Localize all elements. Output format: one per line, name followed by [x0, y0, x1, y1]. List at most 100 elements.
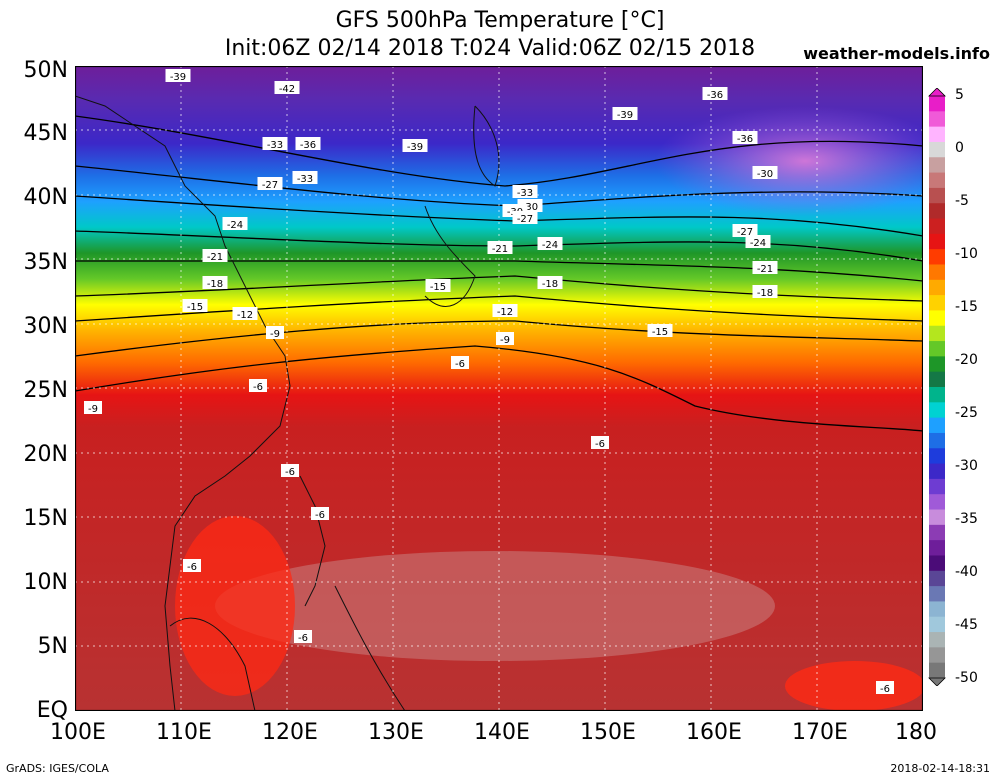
brand-label: weather-models.info	[803, 44, 990, 63]
contour-label: -21	[207, 252, 223, 263]
contour-label-bg	[647, 324, 673, 337]
map-frame	[75, 66, 923, 711]
contour-label: -6	[455, 359, 465, 370]
contour-label: -33	[297, 174, 313, 185]
colorbar-cell	[929, 325, 945, 342]
colorbar-cell	[929, 295, 945, 311]
colorbar-cell	[929, 279, 945, 296]
contour-label: -21	[492, 244, 508, 255]
contour-label-bg	[451, 356, 469, 369]
contour-label-bg	[752, 166, 778, 179]
colorbar-label: -10	[955, 246, 978, 262]
contour-label-bg	[281, 464, 299, 477]
lon-label-160e: 160E	[686, 720, 742, 745]
colorbar-cell	[929, 417, 945, 434]
colorbar-cell	[929, 632, 945, 648]
credit-label: GrADS: IGES/COLA	[6, 762, 109, 775]
colorbar-cell	[929, 264, 945, 281]
contour-label-bg	[182, 299, 208, 312]
colorbar-cell	[929, 233, 945, 250]
contour-label: -12	[237, 310, 253, 321]
colorbar-cell	[929, 570, 945, 587]
contour-label-bg	[311, 507, 329, 520]
colorbar-cell	[929, 187, 945, 204]
contour-label: -6	[315, 510, 325, 521]
lat-label-45n: 45N	[23, 121, 68, 146]
lat-label-10n: 10N	[23, 570, 68, 595]
lat-label-eq: EQ	[36, 698, 68, 723]
lon-label-150e: 150E	[580, 720, 636, 745]
lat-label-25n: 25N	[23, 378, 68, 403]
coastlines	[75, 95, 500, 711]
contour-label: -15	[187, 302, 203, 313]
contour-label: -15	[430, 282, 446, 293]
contour-label-bg	[402, 139, 428, 152]
colorbar-label: -25	[955, 405, 978, 421]
contour-label-bg	[876, 681, 894, 694]
contour-label: -27	[737, 227, 753, 238]
colorbar-cell	[929, 586, 945, 602]
contour-label-bg	[274, 81, 300, 94]
contour-label-bg	[257, 177, 283, 190]
contour-label-bg	[732, 224, 758, 237]
contour-label-bg	[183, 559, 201, 572]
colorbar-cell	[929, 463, 945, 480]
lon-label-140e: 140E	[474, 720, 530, 745]
contour-label: -30	[522, 202, 538, 213]
contour-label-bg	[702, 87, 728, 100]
contour-label: -36	[300, 140, 316, 151]
contour-label: -6	[253, 382, 263, 393]
contour-label-bg	[266, 326, 284, 339]
colorbar-cell	[929, 111, 945, 128]
contour-label: -36	[737, 134, 753, 145]
contour-label: -15	[652, 327, 668, 338]
colorbar-label: -30	[955, 458, 978, 474]
colorbar-cell	[929, 341, 945, 357]
contour-label-bg	[84, 401, 102, 414]
contour-label: -42	[279, 84, 295, 95]
contour-label-bg	[262, 137, 288, 150]
contour-label-bg	[292, 171, 318, 184]
lat-label-35n: 35N	[23, 250, 68, 275]
contour-label: -9	[500, 335, 510, 346]
contour-label: -27	[262, 180, 278, 191]
contour-label: -39	[407, 142, 423, 153]
contour-label: -39	[170, 72, 186, 83]
contour-label-bg	[537, 237, 563, 250]
lon-label-110e: 110E	[156, 720, 212, 745]
colorbar-cell	[929, 647, 945, 664]
colorbar-cell	[929, 356, 945, 373]
contour-label-bg	[512, 211, 538, 224]
contour-label: -6	[285, 467, 295, 478]
colorbar-cell	[929, 524, 945, 541]
colorbar-cell	[929, 448, 945, 465]
contour-label: -27	[517, 214, 533, 225]
colorbar-cell	[929, 371, 945, 388]
lat-label-5n: 5N	[37, 634, 68, 659]
contour-label-group: -42-39-39-39-36-36-36-33-33-33-30-30-30-…	[84, 69, 894, 695]
contour-label: -24	[542, 240, 558, 251]
warm-spot-west	[175, 516, 295, 696]
lon-label-130e: 130E	[368, 720, 424, 745]
contour-label-bg	[425, 279, 451, 292]
contour-label: -9	[270, 329, 280, 340]
colorbar-cell	[929, 662, 945, 679]
contour-label: -39	[617, 110, 633, 121]
colorbar-label: -40	[955, 564, 978, 580]
colorbar-cell	[929, 478, 945, 495]
colorbar-label: 0	[955, 140, 964, 156]
colorbar-cell	[929, 141, 945, 158]
contour-label-bg	[165, 69, 191, 82]
contour-label: -33	[517, 188, 533, 199]
contour-label-bg	[745, 235, 771, 248]
contour-label-bg	[512, 185, 538, 198]
colorbar-cell	[929, 96, 945, 112]
contour-label-bg	[752, 285, 778, 298]
contour-label: -24	[227, 220, 243, 231]
contour-label: -9	[88, 404, 98, 415]
colorbar-bottom-arrow	[928, 677, 946, 686]
contour-label: -18	[757, 288, 773, 299]
colorbar	[928, 88, 946, 686]
lat-label-50n: 50N	[23, 58, 68, 83]
chart-subtitle: Init:06Z 02/14 2018 T:024 Valid:06Z 02/1…	[224, 36, 756, 61]
